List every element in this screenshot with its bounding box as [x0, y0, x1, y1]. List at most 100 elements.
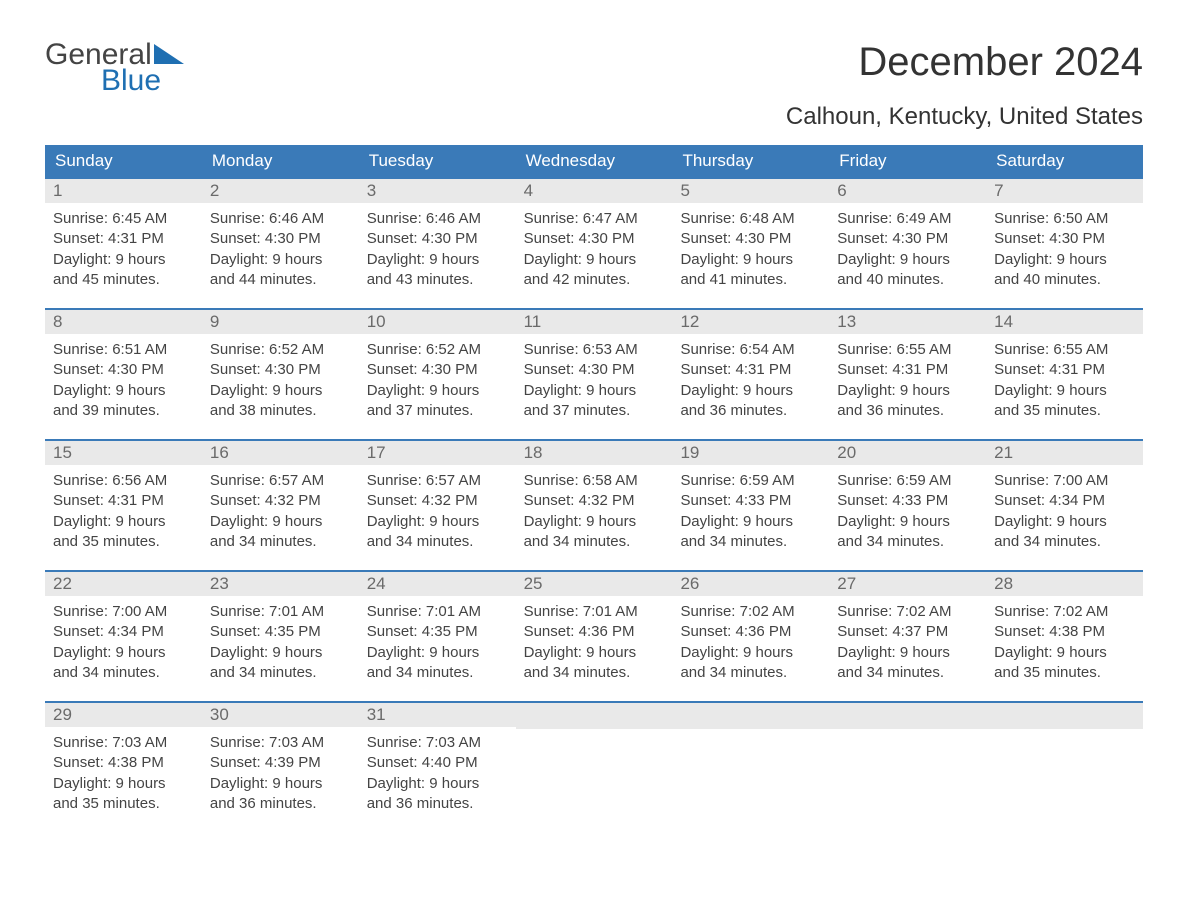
sunset-line: Sunset: 4:31 PM — [837, 360, 978, 380]
day-cell: 14Sunrise: 6:55 AMSunset: 4:31 PMDayligh… — [986, 310, 1143, 425]
sunset-line: Sunset: 4:30 PM — [837, 229, 978, 249]
day-body: Sunrise: 6:53 AMSunset: 4:30 PMDaylight:… — [516, 334, 673, 425]
daylight-line-2: and 34 minutes. — [367, 532, 508, 552]
sunrise-line: Sunrise: 6:59 AM — [680, 471, 821, 491]
daylight-line-2: and 42 minutes. — [524, 270, 665, 290]
sunset-line: Sunset: 4:30 PM — [210, 360, 351, 380]
day-cell: 8Sunrise: 6:51 AMSunset: 4:30 PMDaylight… — [45, 310, 202, 425]
daylight-line-1: Daylight: 9 hours — [680, 381, 821, 401]
daylight-line-2: and 34 minutes. — [680, 532, 821, 552]
day-number: 17 — [359, 441, 516, 465]
daylight-line-1: Daylight: 9 hours — [994, 250, 1135, 270]
sunset-line: Sunset: 4:40 PM — [367, 753, 508, 773]
day-cell: 3Sunrise: 6:46 AMSunset: 4:30 PMDaylight… — [359, 179, 516, 294]
week-row: 29Sunrise: 7:03 AMSunset: 4:38 PMDayligh… — [45, 701, 1143, 818]
day-body: Sunrise: 7:03 AMSunset: 4:39 PMDaylight:… — [202, 727, 359, 818]
sunrise-line: Sunrise: 7:01 AM — [367, 602, 508, 622]
weeks-container: 1Sunrise: 6:45 AMSunset: 4:31 PMDaylight… — [45, 177, 1143, 818]
day-body: Sunrise: 7:02 AMSunset: 4:38 PMDaylight:… — [986, 596, 1143, 687]
week-row: 8Sunrise: 6:51 AMSunset: 4:30 PMDaylight… — [45, 308, 1143, 425]
empty-cell — [829, 703, 986, 818]
day-cell: 1Sunrise: 6:45 AMSunset: 4:31 PMDaylight… — [45, 179, 202, 294]
day-number — [672, 703, 829, 729]
header: General Blue December 2024 Calhoun, Kent… — [45, 40, 1143, 131]
day-body: Sunrise: 6:45 AMSunset: 4:31 PMDaylight:… — [45, 203, 202, 294]
sunset-line: Sunset: 4:38 PM — [994, 622, 1135, 642]
sunrise-line: Sunrise: 7:00 AM — [53, 602, 194, 622]
month-title: December 2024 — [786, 40, 1143, 85]
sunrise-line: Sunrise: 6:48 AM — [680, 209, 821, 229]
logo-word-blue: Blue — [101, 66, 184, 96]
sunrise-line: Sunrise: 6:58 AM — [524, 471, 665, 491]
sunrise-line: Sunrise: 6:53 AM — [524, 340, 665, 360]
week-row: 22Sunrise: 7:00 AMSunset: 4:34 PMDayligh… — [45, 570, 1143, 687]
daylight-line-2: and 40 minutes. — [994, 270, 1135, 290]
daylight-line-2: and 37 minutes. — [367, 401, 508, 421]
sunrise-line: Sunrise: 7:00 AM — [994, 471, 1135, 491]
sunrise-line: Sunrise: 6:52 AM — [367, 340, 508, 360]
day-number: 16 — [202, 441, 359, 465]
sunrise-line: Sunrise: 6:45 AM — [53, 209, 194, 229]
daylight-line-1: Daylight: 9 hours — [680, 250, 821, 270]
day-number: 31 — [359, 703, 516, 727]
day-cell: 15Sunrise: 6:56 AMSunset: 4:31 PMDayligh… — [45, 441, 202, 556]
day-cell: 25Sunrise: 7:01 AMSunset: 4:36 PMDayligh… — [516, 572, 673, 687]
daylight-line-1: Daylight: 9 hours — [994, 381, 1135, 401]
daylight-line-1: Daylight: 9 hours — [524, 512, 665, 532]
daylight-line-1: Daylight: 9 hours — [367, 643, 508, 663]
day-cell: 17Sunrise: 6:57 AMSunset: 4:32 PMDayligh… — [359, 441, 516, 556]
sunrise-line: Sunrise: 6:57 AM — [367, 471, 508, 491]
calendar: SundayMondayTuesdayWednesdayThursdayFrid… — [45, 145, 1143, 818]
title-block: December 2024 Calhoun, Kentucky, United … — [786, 40, 1143, 131]
day-number: 27 — [829, 572, 986, 596]
sunset-line: Sunset: 4:30 PM — [53, 360, 194, 380]
weekday-monday: Monday — [202, 145, 359, 177]
daylight-line-1: Daylight: 9 hours — [367, 250, 508, 270]
day-number: 7 — [986, 179, 1143, 203]
day-cell: 26Sunrise: 7:02 AMSunset: 4:36 PMDayligh… — [672, 572, 829, 687]
daylight-line-2: and 40 minutes. — [837, 270, 978, 290]
weekday-sunday: Sunday — [45, 145, 202, 177]
day-body: Sunrise: 6:58 AMSunset: 4:32 PMDaylight:… — [516, 465, 673, 556]
day-number — [516, 703, 673, 729]
day-cell: 29Sunrise: 7:03 AMSunset: 4:38 PMDayligh… — [45, 703, 202, 818]
day-body: Sunrise: 6:54 AMSunset: 4:31 PMDaylight:… — [672, 334, 829, 425]
sunset-line: Sunset: 4:39 PM — [210, 753, 351, 773]
sunset-line: Sunset: 4:30 PM — [994, 229, 1135, 249]
day-number: 1 — [45, 179, 202, 203]
day-cell: 31Sunrise: 7:03 AMSunset: 4:40 PMDayligh… — [359, 703, 516, 818]
sunset-line: Sunset: 4:35 PM — [367, 622, 508, 642]
day-number: 18 — [516, 441, 673, 465]
day-cell: 9Sunrise: 6:52 AMSunset: 4:30 PMDaylight… — [202, 310, 359, 425]
day-cell: 7Sunrise: 6:50 AMSunset: 4:30 PMDaylight… — [986, 179, 1143, 294]
day-body: Sunrise: 6:52 AMSunset: 4:30 PMDaylight:… — [202, 334, 359, 425]
day-body: Sunrise: 7:02 AMSunset: 4:36 PMDaylight:… — [672, 596, 829, 687]
daylight-line-1: Daylight: 9 hours — [367, 774, 508, 794]
sunset-line: Sunset: 4:30 PM — [524, 229, 665, 249]
day-cell: 2Sunrise: 6:46 AMSunset: 4:30 PMDaylight… — [202, 179, 359, 294]
daylight-line-1: Daylight: 9 hours — [837, 512, 978, 532]
day-body: Sunrise: 7:03 AMSunset: 4:40 PMDaylight:… — [359, 727, 516, 818]
daylight-line-2: and 41 minutes. — [680, 270, 821, 290]
day-number: 9 — [202, 310, 359, 334]
daylight-line-2: and 34 minutes. — [680, 663, 821, 683]
day-cell: 21Sunrise: 7:00 AMSunset: 4:34 PMDayligh… — [986, 441, 1143, 556]
sunset-line: Sunset: 4:34 PM — [53, 622, 194, 642]
daylight-line-1: Daylight: 9 hours — [994, 512, 1135, 532]
sunrise-line: Sunrise: 6:54 AM — [680, 340, 821, 360]
day-body: Sunrise: 6:52 AMSunset: 4:30 PMDaylight:… — [359, 334, 516, 425]
day-cell: 5Sunrise: 6:48 AMSunset: 4:30 PMDaylight… — [672, 179, 829, 294]
sunset-line: Sunset: 4:33 PM — [680, 491, 821, 511]
daylight-line-1: Daylight: 9 hours — [210, 512, 351, 532]
empty-cell — [672, 703, 829, 818]
weekday-thursday: Thursday — [672, 145, 829, 177]
day-body: Sunrise: 7:00 AMSunset: 4:34 PMDaylight:… — [986, 465, 1143, 556]
day-cell: 30Sunrise: 7:03 AMSunset: 4:39 PMDayligh… — [202, 703, 359, 818]
day-cell: 16Sunrise: 6:57 AMSunset: 4:32 PMDayligh… — [202, 441, 359, 556]
sunrise-line: Sunrise: 6:46 AM — [210, 209, 351, 229]
sunrise-line: Sunrise: 6:59 AM — [837, 471, 978, 491]
day-number: 28 — [986, 572, 1143, 596]
daylight-line-2: and 34 minutes. — [524, 663, 665, 683]
day-body: Sunrise: 6:57 AMSunset: 4:32 PMDaylight:… — [359, 465, 516, 556]
empty-cell — [516, 703, 673, 818]
